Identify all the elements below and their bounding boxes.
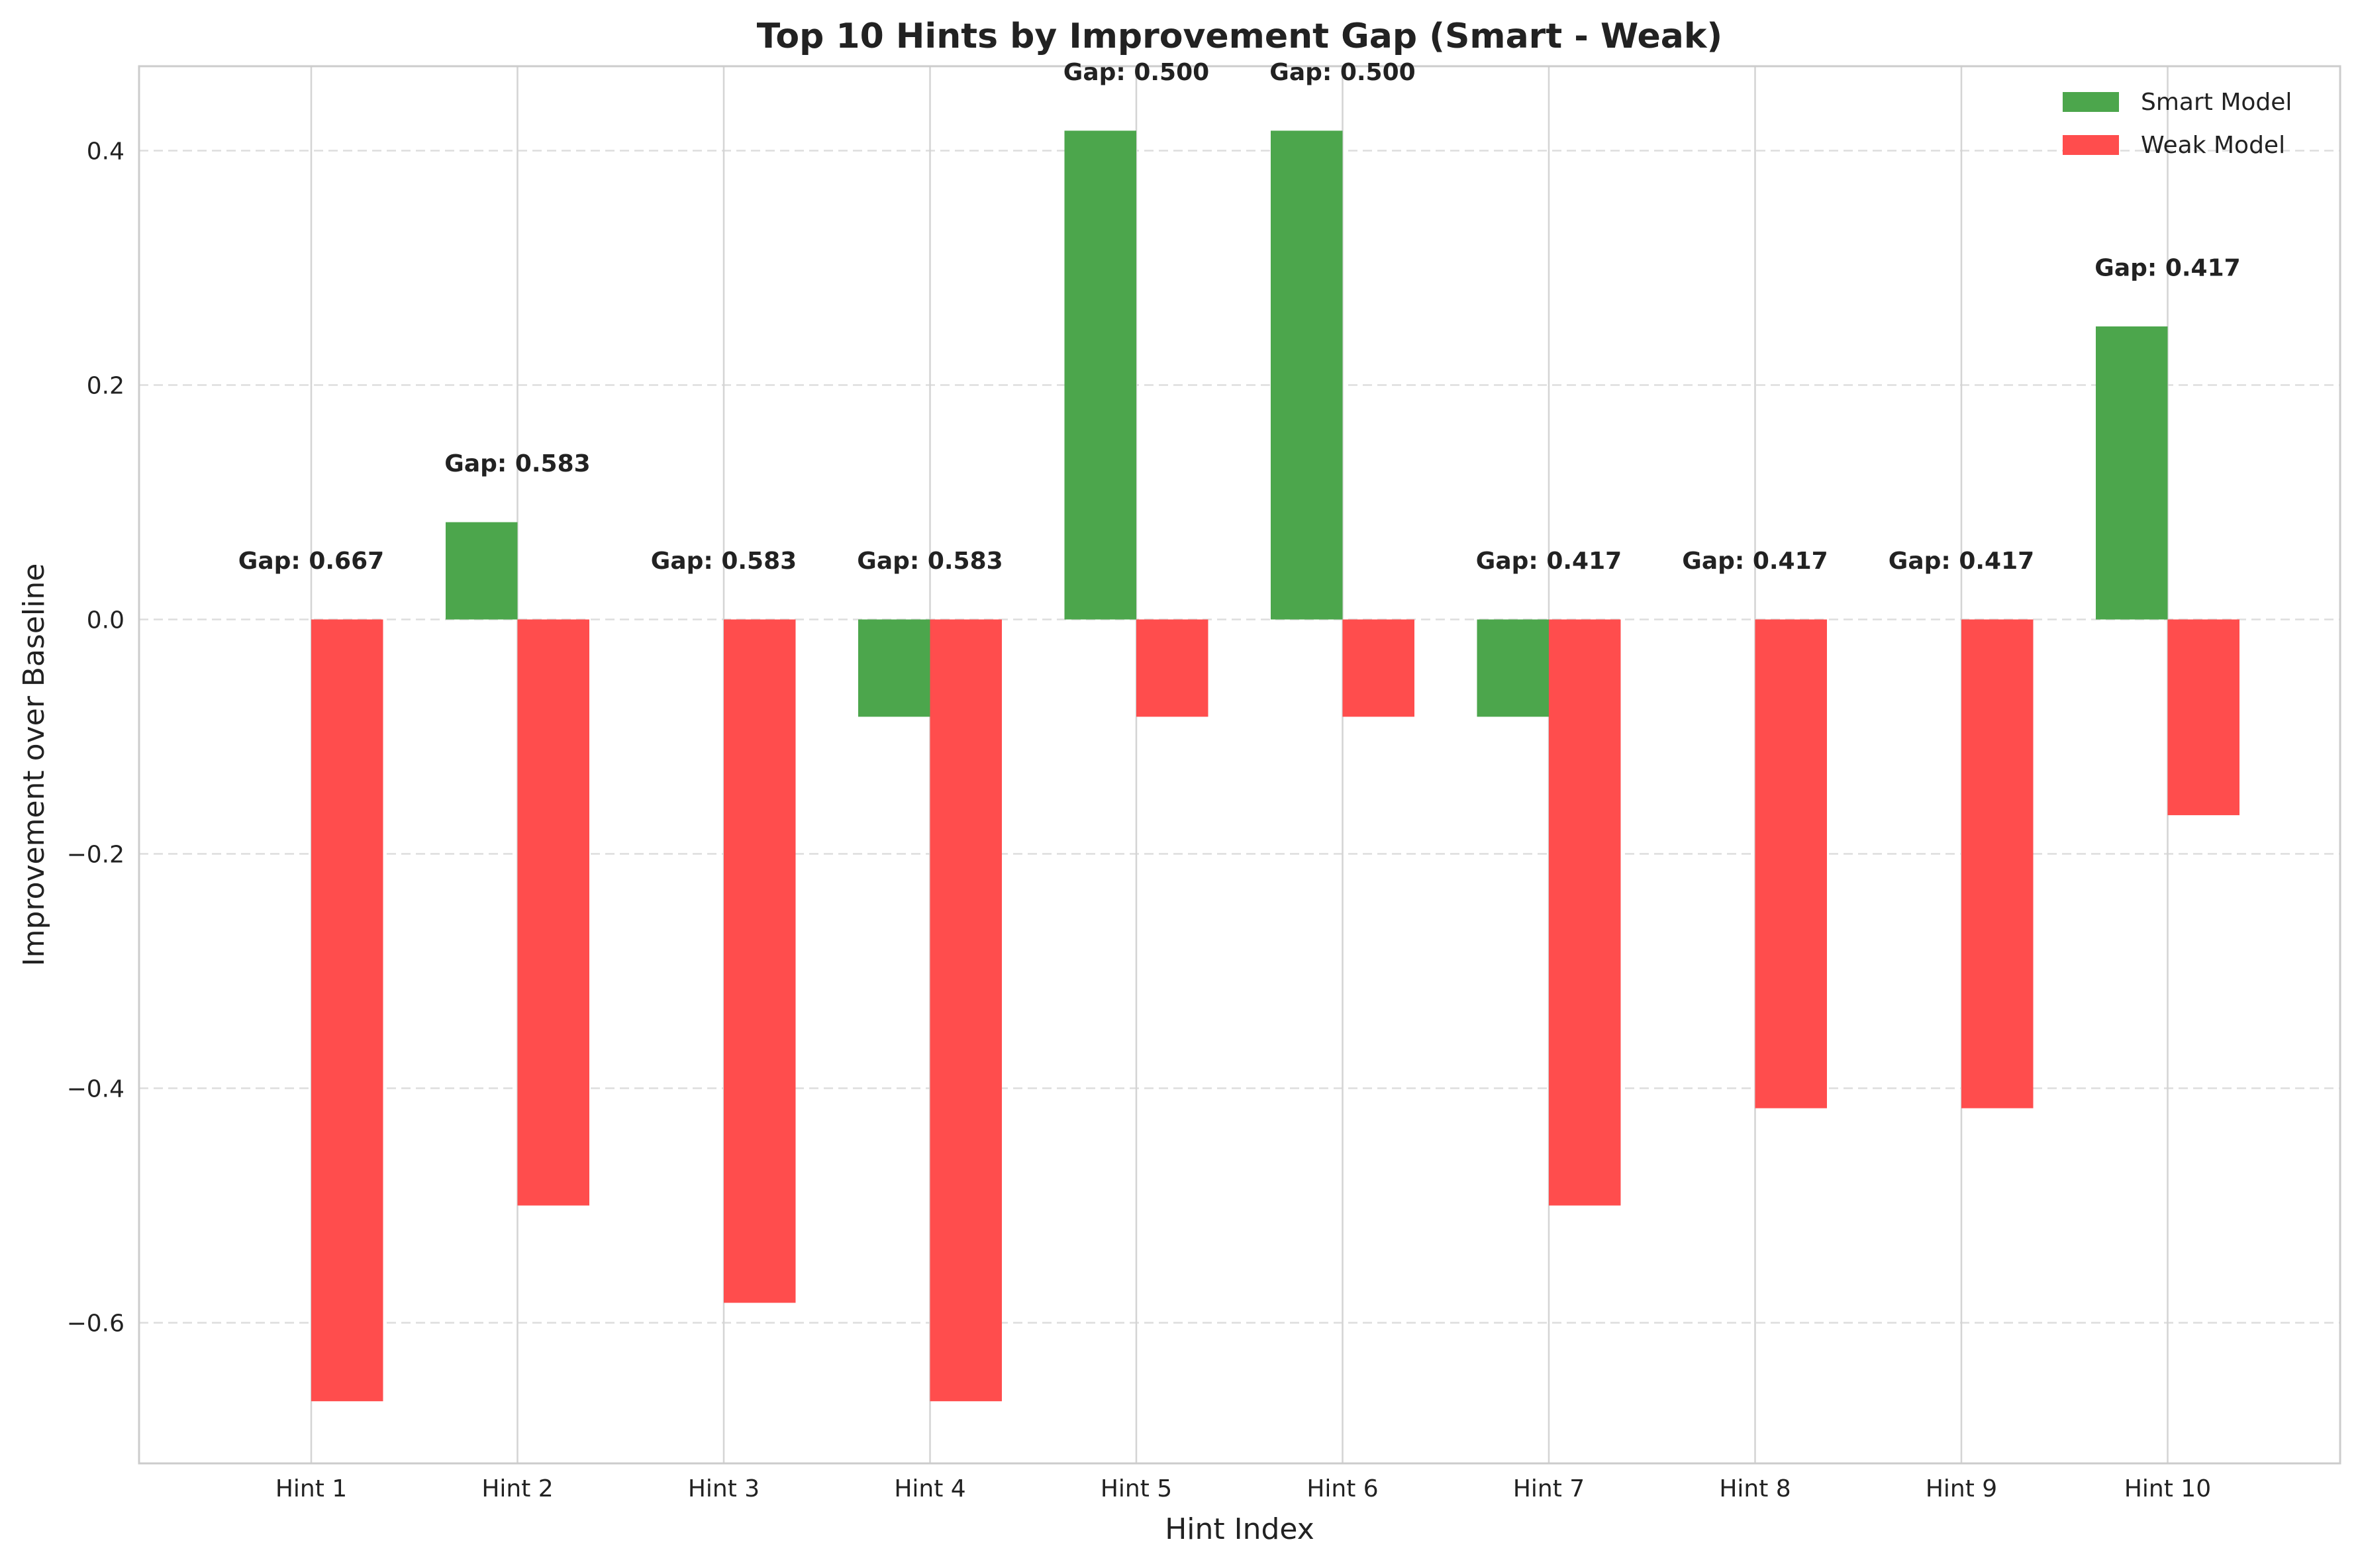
x-tick-label: Hint 9 — [1926, 1475, 1997, 1502]
gap-annotation: Gap: 0.583 — [651, 548, 797, 575]
y-tick-label: −0.6 — [67, 1310, 124, 1338]
x-axis-label: Hint Index — [1165, 1512, 1314, 1546]
bar-smart-model — [1477, 619, 1549, 717]
bar-smart-model — [858, 619, 930, 717]
bar-weak-model — [724, 619, 796, 1303]
y-axis-label: Improvement over Baseline — [17, 564, 51, 967]
x-tick-label: Hint 5 — [1101, 1475, 1172, 1502]
y-tick-label: 0.2 — [87, 372, 124, 399]
bar-weak-model — [1755, 619, 1827, 1108]
bar-smart-model — [2096, 326, 2168, 620]
bar-smart-model — [1064, 130, 1136, 620]
legend-swatch-smart — [2063, 92, 2119, 112]
x-tick-label: Hint 7 — [1513, 1475, 1585, 1502]
gap-annotation: Gap: 0.500 — [1269, 59, 1415, 86]
x-tick-label: Hint 6 — [1306, 1475, 1378, 1502]
gap-annotation: Gap: 0.500 — [1063, 59, 1209, 86]
y-tick-label: −0.4 — [67, 1076, 124, 1103]
x-tick-label: Hint 4 — [894, 1475, 965, 1502]
plot-frame — [138, 65, 2341, 1465]
y-tick-label: 0.4 — [87, 138, 124, 165]
legend-label-smart: Smart Model — [2141, 89, 2292, 116]
bar-weak-model — [1549, 619, 1621, 1206]
gap-annotation: Gap: 0.583 — [444, 450, 590, 477]
gap-annotation: Gap: 0.667 — [238, 548, 384, 575]
x-tick-label: Hint 10 — [2124, 1475, 2211, 1502]
x-tick-label: Hint 2 — [481, 1475, 553, 1502]
x-tick-label: Hint 1 — [275, 1475, 347, 1502]
bar-weak-model — [930, 619, 1002, 1402]
bar-weak-model — [517, 619, 589, 1206]
gap-annotation: Gap: 0.417 — [2094, 254, 2240, 281]
legend: Smart Model Weak Model — [2063, 89, 2292, 159]
legend-label-weak: Weak Model — [2141, 132, 2285, 159]
bar-weak-model — [311, 619, 383, 1402]
legend-swatch-weak — [2063, 135, 2119, 155]
gap-annotation: Gap: 0.417 — [1476, 548, 1622, 575]
ticks-layer: −0.6 −0.4 −0.2 0.0 0.2 0.4 Hint 1 Hint 2 Hint 3 H… — [67, 138, 2212, 1502]
bar-weak-model — [1961, 619, 2034, 1108]
y-tick-label: 0.0 — [87, 607, 124, 634]
bar-weak-model — [1342, 619, 1414, 717]
bars-layer — [311, 130, 2239, 1402]
bar-weak-model — [1136, 619, 1208, 717]
bar-weak-model — [2167, 619, 2239, 816]
bar-smart-model — [1271, 130, 1343, 620]
gap-annotation: Gap: 0.417 — [1889, 548, 2034, 575]
x-tick-label: Hint 8 — [1719, 1475, 1791, 1502]
gap-annotation: Gap: 0.583 — [857, 548, 1003, 575]
x-tick-label: Hint 3 — [688, 1475, 760, 1502]
y-tick-label: −0.2 — [67, 842, 124, 869]
gap-annotation: Gap: 0.417 — [1682, 548, 1828, 575]
bar-smart-model — [446, 522, 518, 620]
annotations-layer: Gap: 0.667 Gap: 0.583 Gap: 0.583 Gap: 0.583… — [238, 59, 2241, 575]
chart-title: Top 10 Hints by Improvement Gap (Smart -… — [757, 17, 1722, 56]
